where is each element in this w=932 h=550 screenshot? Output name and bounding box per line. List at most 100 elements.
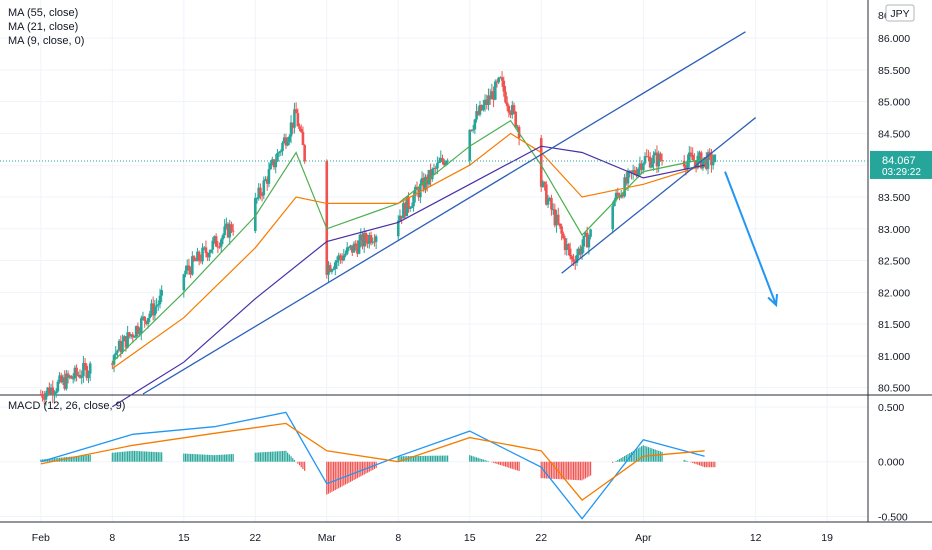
candle-body	[638, 163, 642, 169]
candle-body	[260, 195, 264, 197]
candle-body	[347, 247, 351, 249]
candle-body	[54, 391, 58, 394]
candle-body	[492, 91, 495, 100]
candle-body	[129, 334, 133, 337]
candle-body	[202, 247, 206, 249]
candle-body	[643, 156, 647, 164]
price-tick-label: 80.500	[878, 383, 910, 395]
candle-body	[354, 243, 358, 247]
candle-body	[356, 246, 359, 254]
time-tick-label: Apr	[635, 532, 652, 544]
candle-body	[568, 248, 572, 257]
candle-body	[192, 256, 196, 261]
candle-body	[548, 197, 552, 200]
candle-body	[357, 240, 361, 254]
price-tick-label: 81.000	[878, 351, 910, 363]
time-tick-label: 8	[109, 532, 115, 544]
candle-body	[219, 239, 223, 247]
candle-body	[128, 332, 131, 337]
candle-body	[424, 176, 427, 191]
candle-body	[660, 160, 664, 162]
candle-body	[689, 152, 693, 155]
candle-body	[698, 152, 701, 156]
candle-body	[619, 194, 623, 198]
candle-body	[80, 376, 83, 378]
time-tick-label: 15	[464, 532, 476, 544]
candle-body	[291, 122, 295, 128]
price-tick-label: 83.500	[878, 192, 910, 204]
candle-body	[39, 394, 43, 395]
candle-body	[636, 168, 640, 176]
candle-body	[410, 206, 414, 209]
currency-badge-box	[885, 4, 915, 22]
ma55-line	[111, 145, 705, 408]
candle-body	[282, 137, 286, 143]
candle-body	[121, 341, 124, 353]
candle-body	[371, 241, 375, 243]
candle-body	[402, 203, 405, 219]
candle-body	[124, 336, 128, 348]
legend-ma55[interactable]: MA (55, close)	[8, 7, 79, 19]
candle-body	[659, 153, 662, 161]
candle-body	[362, 233, 366, 247]
candle-body	[335, 260, 339, 263]
candle-body	[133, 336, 136, 338]
candle-body	[422, 178, 426, 191]
candle-body	[330, 269, 334, 272]
candle-body	[497, 77, 500, 83]
candle-body	[88, 363, 92, 374]
candle-body	[686, 160, 689, 169]
time-tick-label: 22	[249, 532, 261, 544]
candle-body	[653, 152, 657, 155]
candle-body	[565, 244, 569, 251]
candle-body	[85, 365, 89, 378]
candle-body	[284, 137, 288, 146]
candle-body	[420, 178, 424, 184]
candle-body	[339, 255, 342, 258]
candle-body	[366, 240, 369, 244]
price-tick-label: 83.000	[878, 224, 910, 236]
candle-body	[298, 126, 301, 130]
candle-body	[345, 247, 349, 254]
candle-body	[131, 334, 135, 338]
candle-body	[253, 198, 257, 232]
legend-ma21[interactable]: MA (21, close)	[8, 21, 79, 33]
candle-body	[510, 105, 514, 115]
legend-ma9[interactable]: MA (9, close, 0)	[8, 35, 85, 47]
candle-body	[271, 159, 274, 164]
candle-body	[274, 161, 278, 168]
candle-body	[48, 387, 51, 395]
price-tick-label: 85.500	[878, 65, 910, 77]
time-tick-label: 15	[178, 532, 190, 544]
candle-body	[293, 109, 296, 128]
candle-body	[563, 238, 567, 251]
price-badge-countdown: 03:29:22	[882, 167, 921, 178]
candle-body	[514, 111, 517, 128]
candle-body	[708, 152, 712, 154]
time-tick-label: 19	[821, 532, 833, 544]
candle-body	[648, 156, 652, 168]
candle-body	[204, 247, 208, 254]
candle-body	[642, 163, 645, 171]
candle-body	[633, 170, 637, 174]
candle-body	[199, 260, 203, 262]
candle-body	[361, 234, 364, 247]
legend-macd[interactable]: MACD (12, 26, close, 9)	[8, 400, 126, 412]
candle-body	[575, 255, 579, 263]
candle-body	[584, 232, 587, 236]
candle-body	[570, 256, 574, 260]
candle-body	[63, 377, 66, 389]
candle-body	[713, 154, 717, 163]
candle-body	[344, 253, 347, 256]
candle-body	[196, 251, 199, 262]
candle-body	[328, 265, 332, 272]
candle-body	[201, 247, 204, 262]
candle-body	[156, 304, 160, 306]
candle-body	[206, 253, 209, 258]
candle-body	[475, 111, 478, 120]
candle-body	[579, 248, 582, 255]
candle-body	[558, 223, 562, 227]
candle-body	[541, 181, 545, 187]
